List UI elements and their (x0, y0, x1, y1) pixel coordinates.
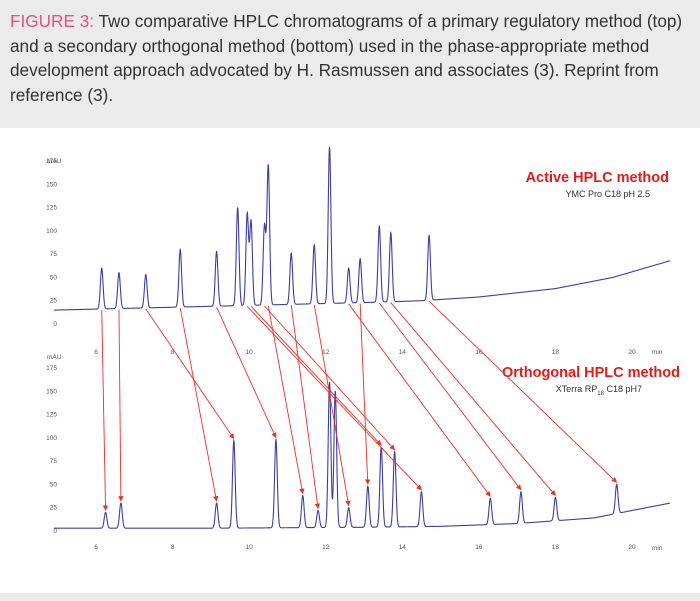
chromatogram-figure: mAU min Active HPLC method YMC Pro C18 p… (46, 146, 680, 552)
peak-correspondence-arrow (313, 304, 351, 507)
chromatogram-traces (53, 146, 671, 529)
peak-correspondence-arrow (179, 307, 219, 502)
x-tick-label: 18 (552, 544, 560, 551)
y-tick-label: 25 (50, 505, 58, 512)
peak-correspondence-arrow (145, 308, 235, 440)
bottom-chromatogram-line (53, 381, 671, 529)
x-tick-label: 8 (171, 544, 175, 551)
chart-panel: mAU min Active HPLC method YMC Pro C18 p… (8, 128, 692, 593)
peak-correspondence-arrow (250, 306, 382, 446)
y-tick-label: 50 (50, 481, 58, 488)
x-tick-label: 16 (475, 349, 483, 356)
figure-label: FIGURE 3: (10, 11, 95, 31)
bottom-axis-ticks: 6 8 10 12 14 16 18 20 0 25 50 75 100 125 150 175 (46, 365, 636, 551)
y-tick-label: 175 (46, 365, 57, 372)
peak-correspondence-arrow (428, 300, 618, 483)
y-tick-label: 75 (50, 251, 58, 258)
y-tick-label: 25 (50, 298, 58, 305)
y-tick-label: 100 (46, 228, 57, 235)
correspondence-arrows (101, 300, 618, 511)
y-tick-label: 150 (46, 181, 57, 188)
x-tick-label: 6 (94, 349, 98, 356)
top-chromatogram-line (53, 146, 671, 311)
peak-correspondence-arrow (290, 305, 321, 510)
y-tick-label: 100 (46, 435, 57, 442)
caption-text: Two comparative HPLC chromatograms of a … (10, 11, 683, 105)
x-tick-label: 14 (399, 544, 407, 551)
peak-correspondence-arrow (390, 302, 556, 496)
peak-correspondence-arrow (216, 306, 277, 439)
top-ylabel: mAU (47, 158, 62, 165)
x-tick-label: 6 (94, 544, 98, 551)
x-tick-label: 18 (552, 349, 560, 356)
peak-correspondence-arrow (348, 303, 491, 497)
figure-caption: FIGURE 3: Two comparative HPLC chromatog… (10, 9, 690, 107)
top-xlabel: min (652, 349, 663, 356)
peak-correspondence-arrow (264, 305, 395, 451)
peak-correspondence-arrow (101, 309, 109, 511)
x-tick-label: 10 (246, 349, 254, 356)
bottom-subtitle-main: XTerra RP (556, 384, 598, 394)
y-tick-label: 75 (50, 458, 58, 465)
bottom-ylabel: mAU (47, 354, 62, 361)
y-tick-label: 0 (53, 321, 57, 328)
peak-correspondence-arrow (246, 306, 422, 491)
x-tick-label: 14 (399, 349, 407, 356)
x-tick-label: 20 (628, 349, 636, 356)
y-tick-label: 125 (46, 412, 57, 419)
bottom-method-subtitle: XTerra RP18 C18 pH7 (556, 384, 642, 397)
peak-correspondence-arrow (378, 302, 522, 491)
top-axis-ticks: 6 8 10 12 14 16 18 20 0 25 50 75 100 125 150 175 (46, 158, 636, 356)
bottom-xlabel: min (652, 545, 663, 552)
x-tick-label: 16 (475, 544, 483, 551)
y-tick-label: 50 (50, 274, 58, 281)
top-method-title: Active HPLC method (526, 170, 669, 186)
y-tick-label: 150 (46, 388, 57, 395)
x-tick-label: 20 (628, 544, 636, 551)
peak-correspondence-arrow (267, 305, 305, 495)
bottom-band (0, 593, 700, 601)
peak-correspondence-arrow (118, 309, 124, 502)
x-tick-label: 12 (322, 544, 330, 551)
x-tick-label: 8 (171, 349, 175, 356)
y-tick-label: 175 (46, 158, 57, 165)
bottom-subtitle-rest: C18 pH7 (604, 384, 642, 394)
caption-band (0, 0, 700, 128)
bottom-subtitle-sub: 18 (597, 391, 604, 397)
bottom-method-title: Orthogonal HPLC method (502, 365, 680, 381)
y-tick-label: 125 (46, 205, 57, 212)
top-method-subtitle: YMC Pro C18 pH 2.5 (565, 189, 650, 199)
x-tick-label: 12 (322, 349, 330, 356)
peak-correspondence-arrow (359, 303, 371, 485)
y-tick-label: 0 (53, 528, 57, 535)
x-tick-label: 10 (246, 544, 254, 551)
